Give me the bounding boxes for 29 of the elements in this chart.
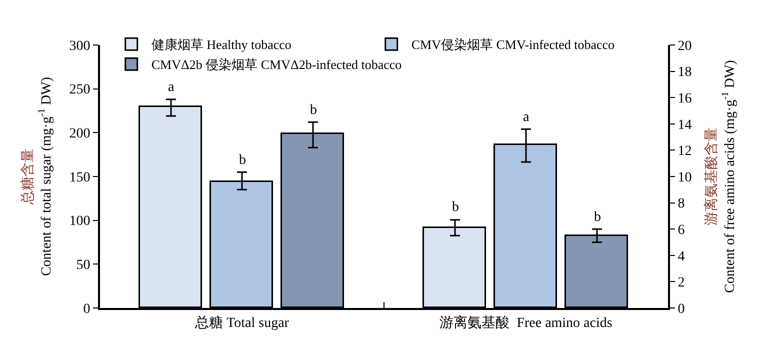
y2-tick-label: 18 [678,65,692,80]
data-label: b [239,153,246,168]
x-tick-label: 总糖 Total sugar [194,314,290,331]
legend-label: 健康烟草 Healthy tobacco [151,37,292,52]
data-label: b [452,200,459,215]
data-label: a [168,80,175,95]
x-tick-label: 游离氨基酸 Free amino acids [440,314,612,331]
y2-tick-label: 16 [678,92,692,106]
y2-tick-label: 12 [678,144,692,160]
y2-tick-label: 0 [678,302,685,317]
y2-tick-label: 6 [678,223,685,238]
y-tick-label: 150 [69,170,90,186]
y2-tick-label: 14 [678,118,692,133]
y-tick-label: 250 [69,82,90,98]
y2-tick-label: 2 [678,276,685,291]
y2-tick-label: 4 [678,249,685,264]
y-tick-label: 300 [69,38,90,54]
legend-label: CMV侵染烟草 CMV-infected tobacco [411,37,615,52]
data-label: b [594,210,601,225]
legend-label: CMVΔ2b 侵染烟草 CMVΔ2b-infected tobacco [151,57,402,72]
data-label: b [310,103,317,118]
y2-tick-label: 10 [678,170,692,186]
y2-tick-label: 8 [678,196,685,212]
y-tick-label: 200 [69,126,90,142]
y2-tick-label: 20 [678,38,692,54]
y-tick-label: 100 [69,214,90,230]
data-label: a [523,110,530,125]
y-tick-label: 50 [76,258,90,274]
y-tick-label: 0 [83,302,90,317]
